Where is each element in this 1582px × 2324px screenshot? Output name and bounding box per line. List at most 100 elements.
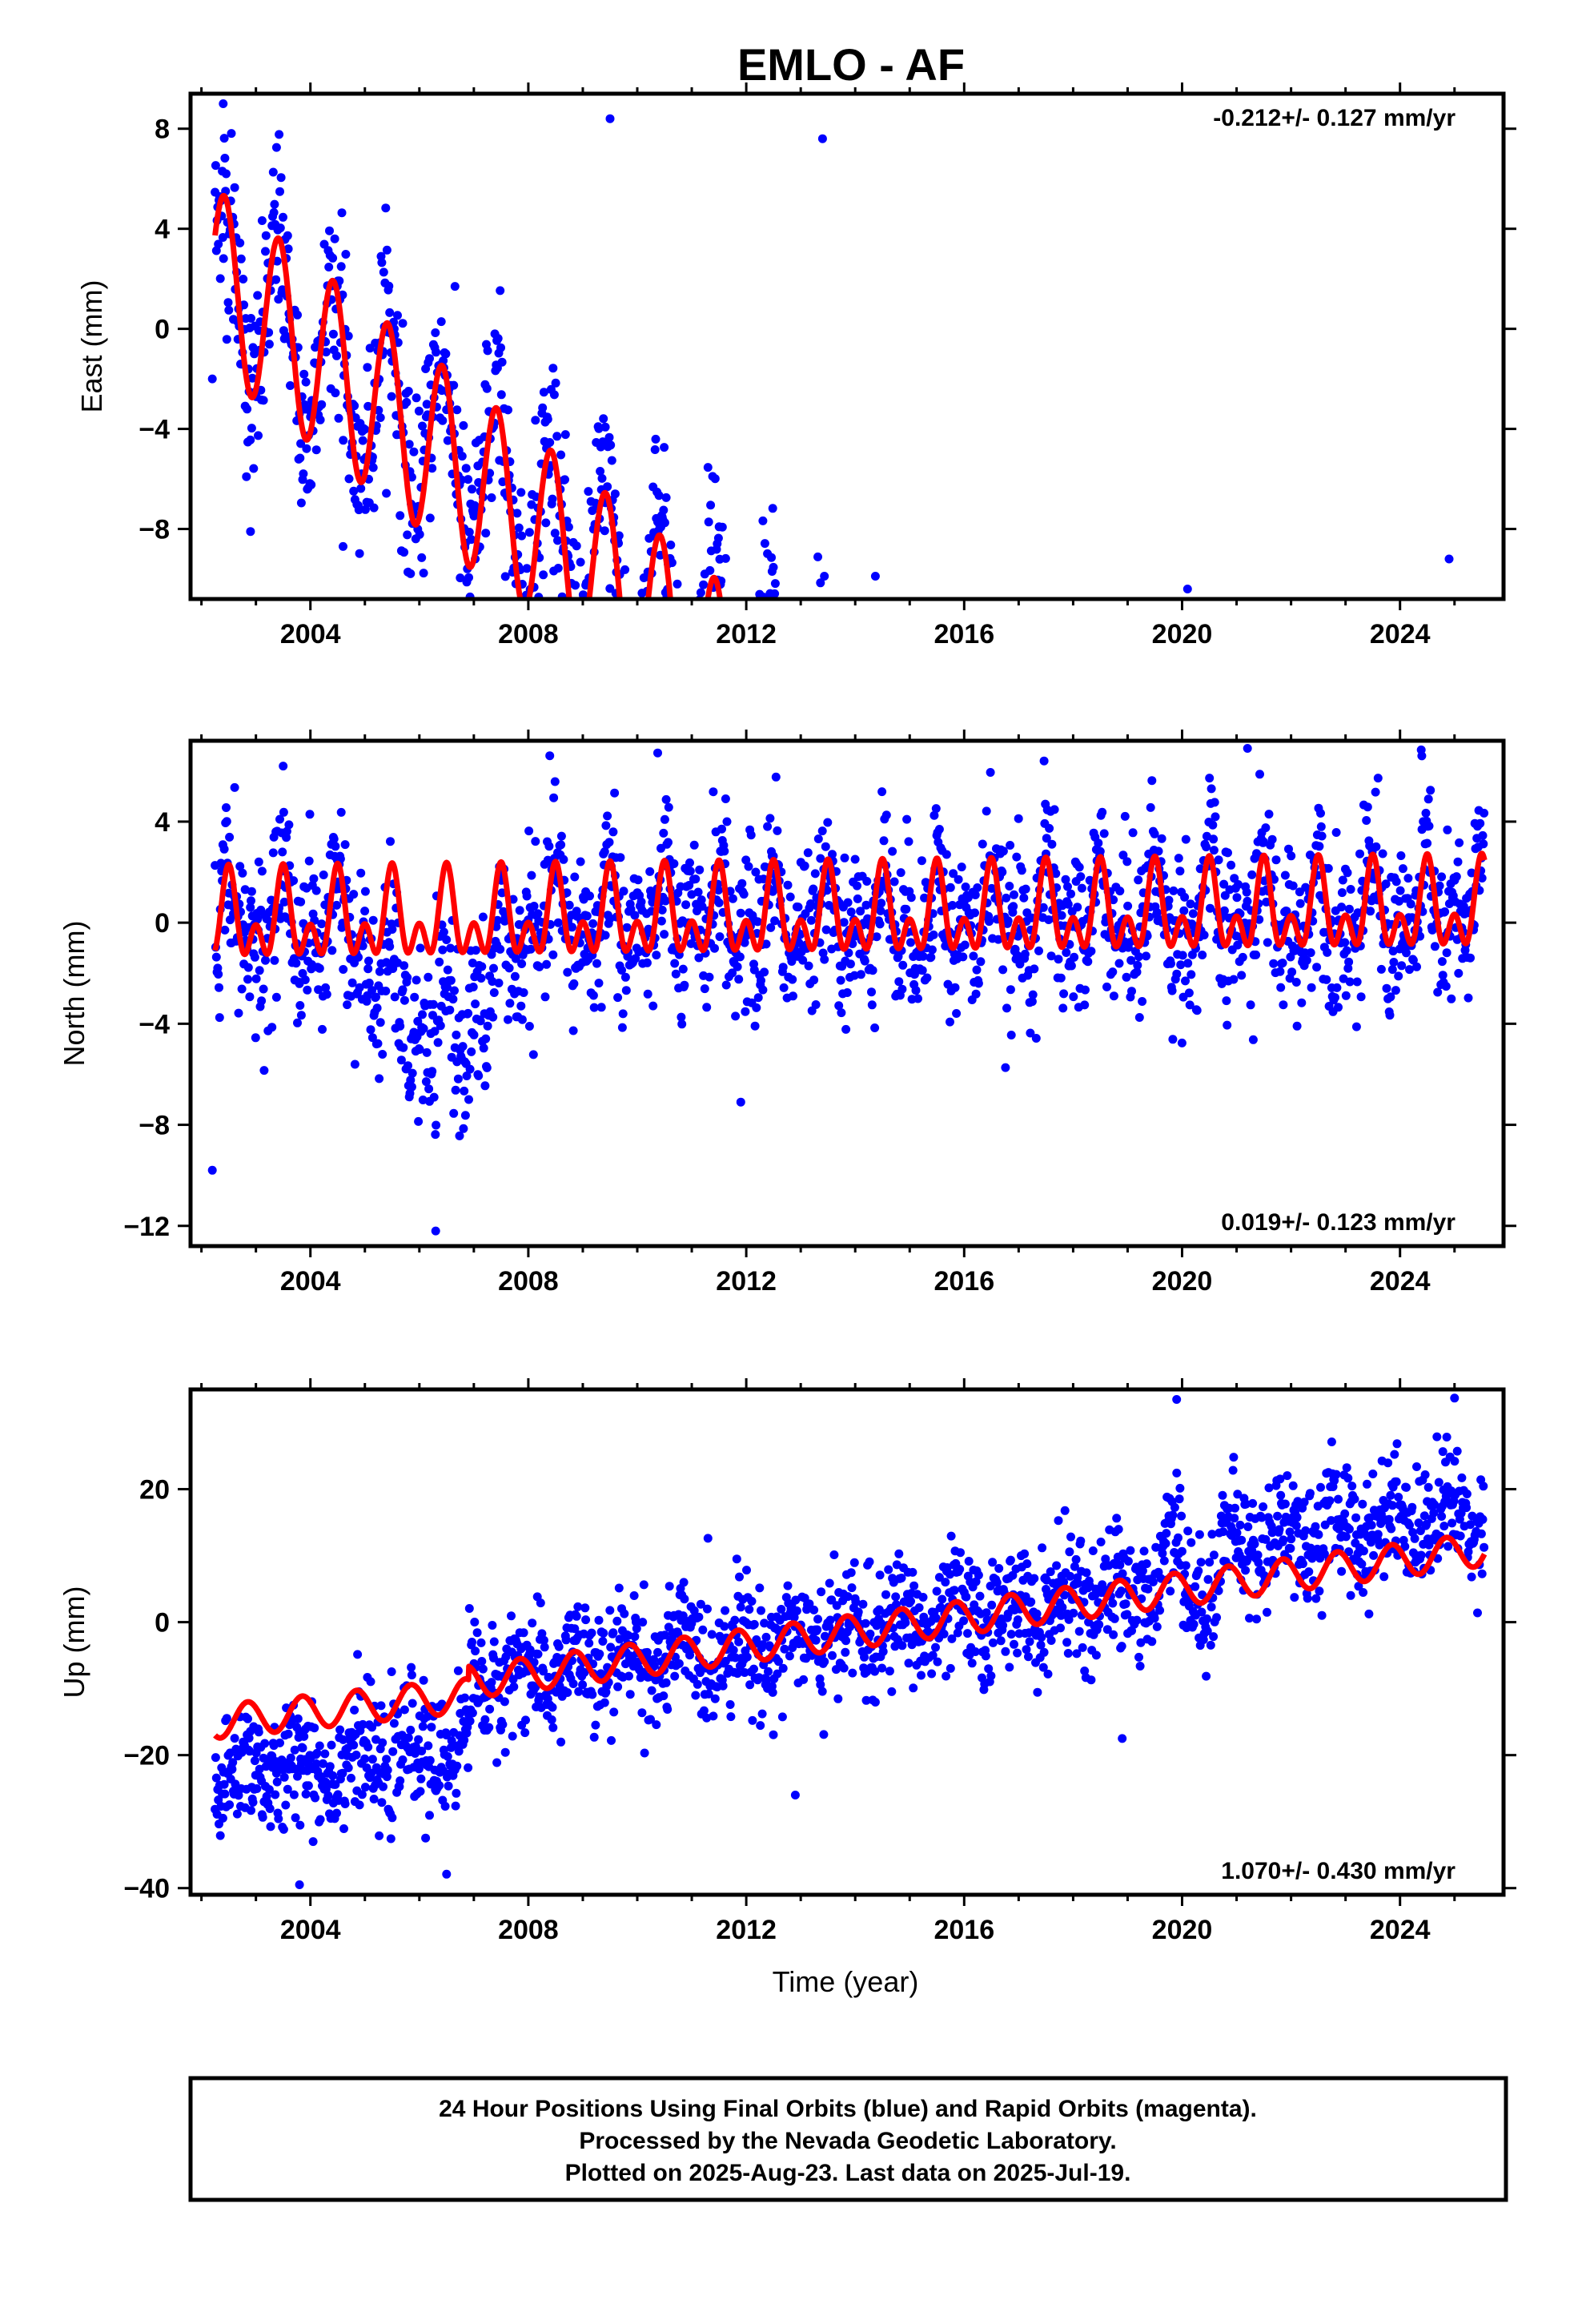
- data-point: [632, 1618, 640, 1626]
- data-point: [1440, 907, 1450, 916]
- data-point: [1233, 940, 1243, 950]
- data-point: [691, 875, 701, 884]
- data-point: [563, 967, 572, 977]
- data-point: [569, 640, 578, 649]
- data-point: [689, 1606, 699, 1615]
- data-point: [691, 697, 700, 706]
- data-point: [566, 616, 575, 625]
- data-point: [1107, 1003, 1116, 1012]
- data-point: [870, 747, 879, 756]
- data-point: [745, 1680, 755, 1690]
- data-point: [1233, 1123, 1242, 1132]
- data-point: [810, 701, 819, 710]
- data-point: [920, 893, 930, 903]
- data-point: [976, 957, 986, 967]
- data-point: [409, 447, 419, 456]
- data-point: [274, 1814, 283, 1823]
- data-point: [821, 842, 830, 851]
- data-point: [811, 1635, 821, 1645]
- data-point: [1470, 1117, 1479, 1126]
- data-point: [701, 636, 710, 645]
- data-point: [355, 549, 364, 558]
- data-point: [551, 378, 560, 388]
- data-point: [906, 893, 916, 903]
- data-point: [433, 1038, 443, 1047]
- data-point: [1403, 874, 1413, 883]
- data-point: [785, 892, 795, 902]
- data-point: [889, 798, 897, 807]
- data-point: [312, 1748, 322, 1758]
- data-point: [768, 1687, 777, 1697]
- data-point: [514, 920, 524, 929]
- data-point: [268, 848, 278, 858]
- data-point: [888, 846, 897, 856]
- data-point: [1112, 984, 1121, 993]
- data-point: [520, 661, 529, 669]
- data-point: [610, 489, 620, 499]
- data-point: [798, 955, 808, 965]
- data-point: [1320, 1014, 1329, 1023]
- data-point: [589, 1003, 599, 1012]
- data-point: [1243, 896, 1252, 906]
- data-point: [1211, 1027, 1220, 1035]
- data-point: [1397, 961, 1407, 971]
- data-point: [800, 861, 809, 870]
- data-point: [815, 714, 824, 722]
- data-point: [1156, 978, 1165, 987]
- data-point: [239, 275, 248, 283]
- data-point: [622, 923, 632, 932]
- data-point: [453, 1666, 463, 1675]
- data-point: [797, 770, 805, 778]
- data-point: [799, 1675, 809, 1684]
- data-point: [471, 1647, 480, 1656]
- y-tick-label: 8: [155, 115, 170, 145]
- data-point: [252, 1784, 262, 1793]
- data-point: [1344, 957, 1354, 967]
- data-point: [872, 660, 881, 669]
- data-point: [379, 1782, 387, 1791]
- data-point: [785, 1651, 794, 1661]
- data-point: [1319, 1050, 1327, 1059]
- data-point: [1205, 774, 1215, 783]
- data-point: [926, 747, 935, 756]
- data-point: [438, 416, 448, 425]
- data-point: [1207, 999, 1216, 1008]
- data-point: [553, 564, 563, 573]
- data-point: [1132, 967, 1142, 977]
- data-point: [556, 831, 566, 841]
- data-point: [1220, 1059, 1229, 1068]
- data-point: [940, 700, 949, 709]
- data-point: [528, 1618, 537, 1628]
- data-point: [1153, 942, 1162, 951]
- data-point: [1276, 983, 1286, 992]
- data-point: [1207, 1039, 1215, 1048]
- data-point: [1449, 1263, 1458, 1272]
- data-point: [666, 541, 676, 549]
- data-point: [1034, 671, 1042, 680]
- data-point: [1204, 987, 1213, 995]
- data-point: [707, 1630, 717, 1639]
- data-point: [1445, 1198, 1454, 1207]
- data-point: [315, 1815, 325, 1824]
- data-point: [1279, 1166, 1288, 1175]
- data-point: [790, 747, 799, 756]
- data-point: [916, 729, 925, 738]
- data-point: [1408, 955, 1418, 965]
- data-point: [424, 1084, 434, 1094]
- data-point: [349, 1740, 359, 1750]
- data-point: [783, 880, 793, 890]
- data-point: [1039, 931, 1048, 940]
- data-point: [624, 693, 633, 702]
- data-point: [718, 1681, 728, 1691]
- data-point: [740, 816, 749, 825]
- data-point: [694, 635, 703, 644]
- data-point: [881, 729, 890, 738]
- data-point: [745, 718, 753, 727]
- data-point: [1017, 866, 1026, 875]
- data-point: [1066, 889, 1075, 899]
- data-point: [234, 1791, 243, 1800]
- data-point: [817, 1587, 826, 1597]
- data-point: [839, 918, 849, 927]
- data-point: [1419, 1054, 1428, 1063]
- data-point: [381, 987, 391, 995]
